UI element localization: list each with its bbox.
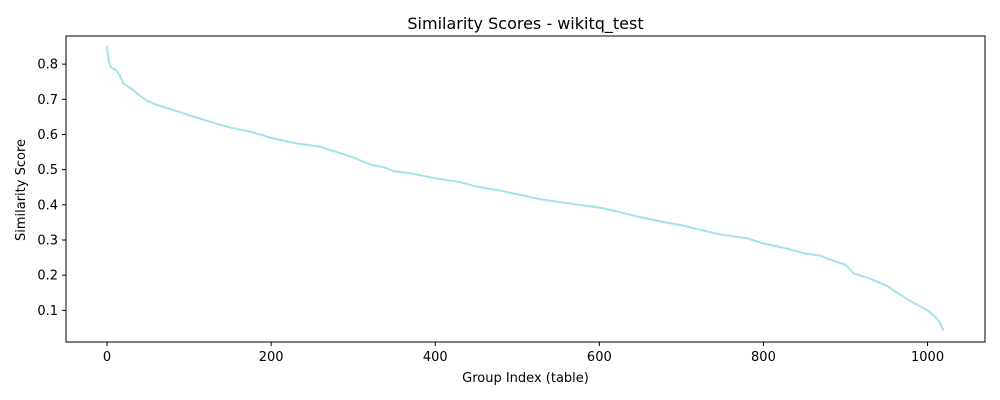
x-tick-label: 1000 xyxy=(911,350,944,365)
y-tick-label: 0.8 xyxy=(37,58,58,73)
y-tick-label: 0.4 xyxy=(37,198,58,213)
y-tick-label: 0.2 xyxy=(37,269,58,284)
y-tick-label: 0.6 xyxy=(37,128,58,143)
x-tick-label: 600 xyxy=(587,350,612,365)
chart-title: Similarity Scores - wikitq_test xyxy=(407,14,643,34)
plot-area xyxy=(65,35,986,343)
y-tick-label: 0.7 xyxy=(37,93,58,108)
y-axis: 0.1 0.2 0.3 0.4 0.5 0.6 0.7 0.8 xyxy=(37,58,66,319)
x-tick-label: 200 xyxy=(259,350,284,365)
x-tick-label: 400 xyxy=(423,350,448,365)
y-tick-label: 0.3 xyxy=(37,234,58,249)
x-tick-label: 800 xyxy=(751,350,776,365)
plot-frame xyxy=(65,35,986,343)
y-axis-label: Similarity Score xyxy=(14,139,29,241)
x-axis-label: Group Index (table) xyxy=(462,371,589,386)
series-line-0 xyxy=(106,45,945,331)
y-tick-label: 0.1 xyxy=(37,304,58,319)
x-tick-label: 0 xyxy=(103,350,111,365)
x-axis: 0 200 400 600 800 1000 xyxy=(103,342,944,365)
y-tick-label: 0.5 xyxy=(37,163,58,178)
